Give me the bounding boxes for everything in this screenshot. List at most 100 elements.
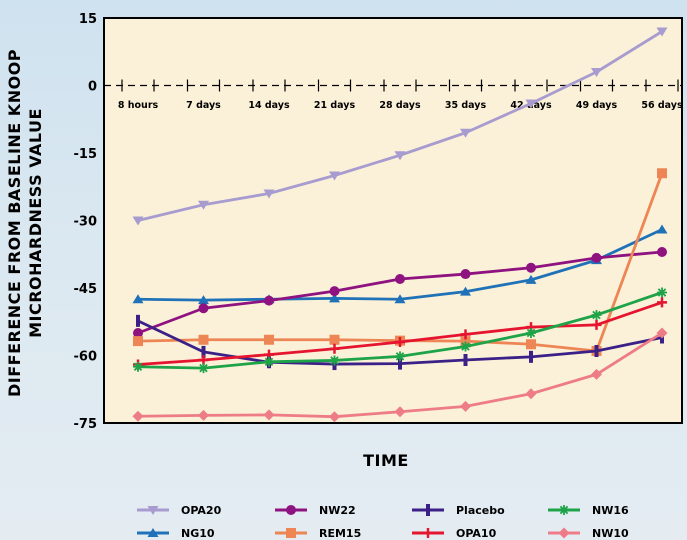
data-point: [264, 334, 274, 345]
y-tick-label: 0: [88, 80, 97, 95]
legend-swatch-marker: [147, 506, 159, 515]
series-ng10: [132, 224, 668, 305]
data-point: [525, 274, 537, 284]
legend: OPA20 NW22 Placebo NW16 NG10 REM15 OPA10 NW10: [137, 504, 629, 540]
data-point: [395, 274, 405, 284]
data-point: [656, 27, 668, 37]
x-axis-ticks: 8 hours 7 days 14 days 21 days 28 days 35 day…: [118, 100, 683, 111]
data-point: [463, 354, 468, 366]
legend-label: REM15: [319, 527, 361, 540]
data-point: [136, 314, 140, 327]
legend-item-opa20: OPA20: [137, 504, 222, 517]
data-point: [526, 328, 536, 338]
data-point: [133, 361, 143, 372]
y-axis-ticks: 15 0 -15 -30 -45 -60 -75: [74, 12, 98, 432]
data-point: [264, 356, 274, 367]
data-point: [591, 310, 602, 320]
legend-swatch-marker: [423, 528, 433, 538]
data-point: [198, 363, 209, 374]
x-tick-label: 14 days: [248, 100, 290, 111]
data-point: [198, 200, 209, 210]
legend-item-opa10: OPA10: [412, 527, 497, 540]
data-point: [460, 269, 471, 280]
data-point: [394, 406, 406, 418]
legend-item-nw10: NW10: [548, 527, 629, 540]
data-point: [594, 345, 599, 357]
legend-swatch-marker: [559, 505, 569, 515]
data-point: [394, 294, 406, 304]
data-point: [133, 328, 143, 338]
data-point: [263, 189, 275, 199]
x-tick-label: 21 days: [314, 100, 356, 111]
data-point: [526, 262, 536, 273]
legend-label: NG10: [181, 527, 215, 540]
data-point: [460, 329, 471, 340]
data-point: [398, 357, 402, 370]
legend-swatch-marker: [426, 504, 430, 516]
data-point: [264, 295, 274, 306]
x-tick-label: 28 days: [379, 100, 421, 111]
data-point: [329, 286, 340, 297]
data-point: [198, 295, 209, 305]
data-point: [329, 171, 340, 181]
data-point: [657, 168, 667, 179]
data-point: [329, 355, 340, 366]
series-opa20: [132, 27, 668, 226]
series-nw16: [133, 287, 667, 374]
data-point: [132, 294, 144, 304]
legend-item-rem15: REM15: [275, 527, 361, 540]
x-tick-label: 35 days: [445, 100, 487, 111]
legend-item-ng10: NG10: [137, 527, 215, 540]
y-tick-label: -15: [74, 147, 98, 162]
data-point: [329, 343, 340, 354]
data-point: [525, 99, 537, 109]
data-point: [591, 252, 602, 263]
y-axis-title-line-1: DIFFERENCE FROM BASELINE KNOOP: [5, 49, 24, 397]
legend-swatch-marker: [286, 528, 296, 538]
data-point: [591, 319, 602, 330]
series-nw10: [132, 327, 668, 423]
legend-label: OPA20: [181, 504, 222, 517]
data-point: [657, 297, 667, 308]
data-point: [460, 341, 471, 352]
data-point: [329, 293, 340, 303]
legend-item-placebo: Placebo: [412, 504, 505, 517]
legend-item-nw16: NW16: [548, 504, 629, 517]
data-point: [460, 336, 471, 347]
data-point: [198, 303, 209, 314]
x-tick-label: 7 days: [186, 100, 221, 111]
y-tick-label: -30: [74, 215, 98, 230]
data-point: [529, 350, 533, 363]
data-point: [657, 287, 667, 298]
x-axis-title: TIME: [363, 451, 409, 470]
legend-swatch-marker: [147, 528, 159, 537]
data-point: [394, 151, 406, 161]
data-point: [526, 339, 536, 350]
data-point: [201, 345, 206, 358]
series-nw22: [133, 247, 667, 338]
legend-swatch-marker: [286, 505, 296, 515]
legend-label: NW22: [319, 504, 356, 517]
data-point: [263, 409, 275, 421]
data-point: [198, 409, 209, 421]
data-point: [395, 337, 405, 347]
data-point: [657, 247, 667, 257]
x-tick-label: 56 days: [641, 100, 683, 111]
data-point: [133, 336, 143, 347]
data-point: [656, 224, 668, 234]
data-point: [591, 368, 602, 380]
data-point: [460, 400, 471, 412]
legend-label: OPA10: [456, 527, 497, 540]
y-tick-label: -45: [74, 282, 98, 297]
data-point: [460, 128, 471, 138]
data-point: [329, 334, 340, 345]
data-point: [460, 286, 471, 296]
legend-label: NW10: [592, 527, 629, 540]
data-point: [132, 410, 144, 422]
legend-label: Placebo: [456, 504, 505, 517]
x-tick-label: 8 hours: [118, 100, 159, 111]
data-point: [525, 388, 537, 400]
y-tick-label: -60: [74, 350, 98, 365]
data-point: [132, 216, 144, 226]
